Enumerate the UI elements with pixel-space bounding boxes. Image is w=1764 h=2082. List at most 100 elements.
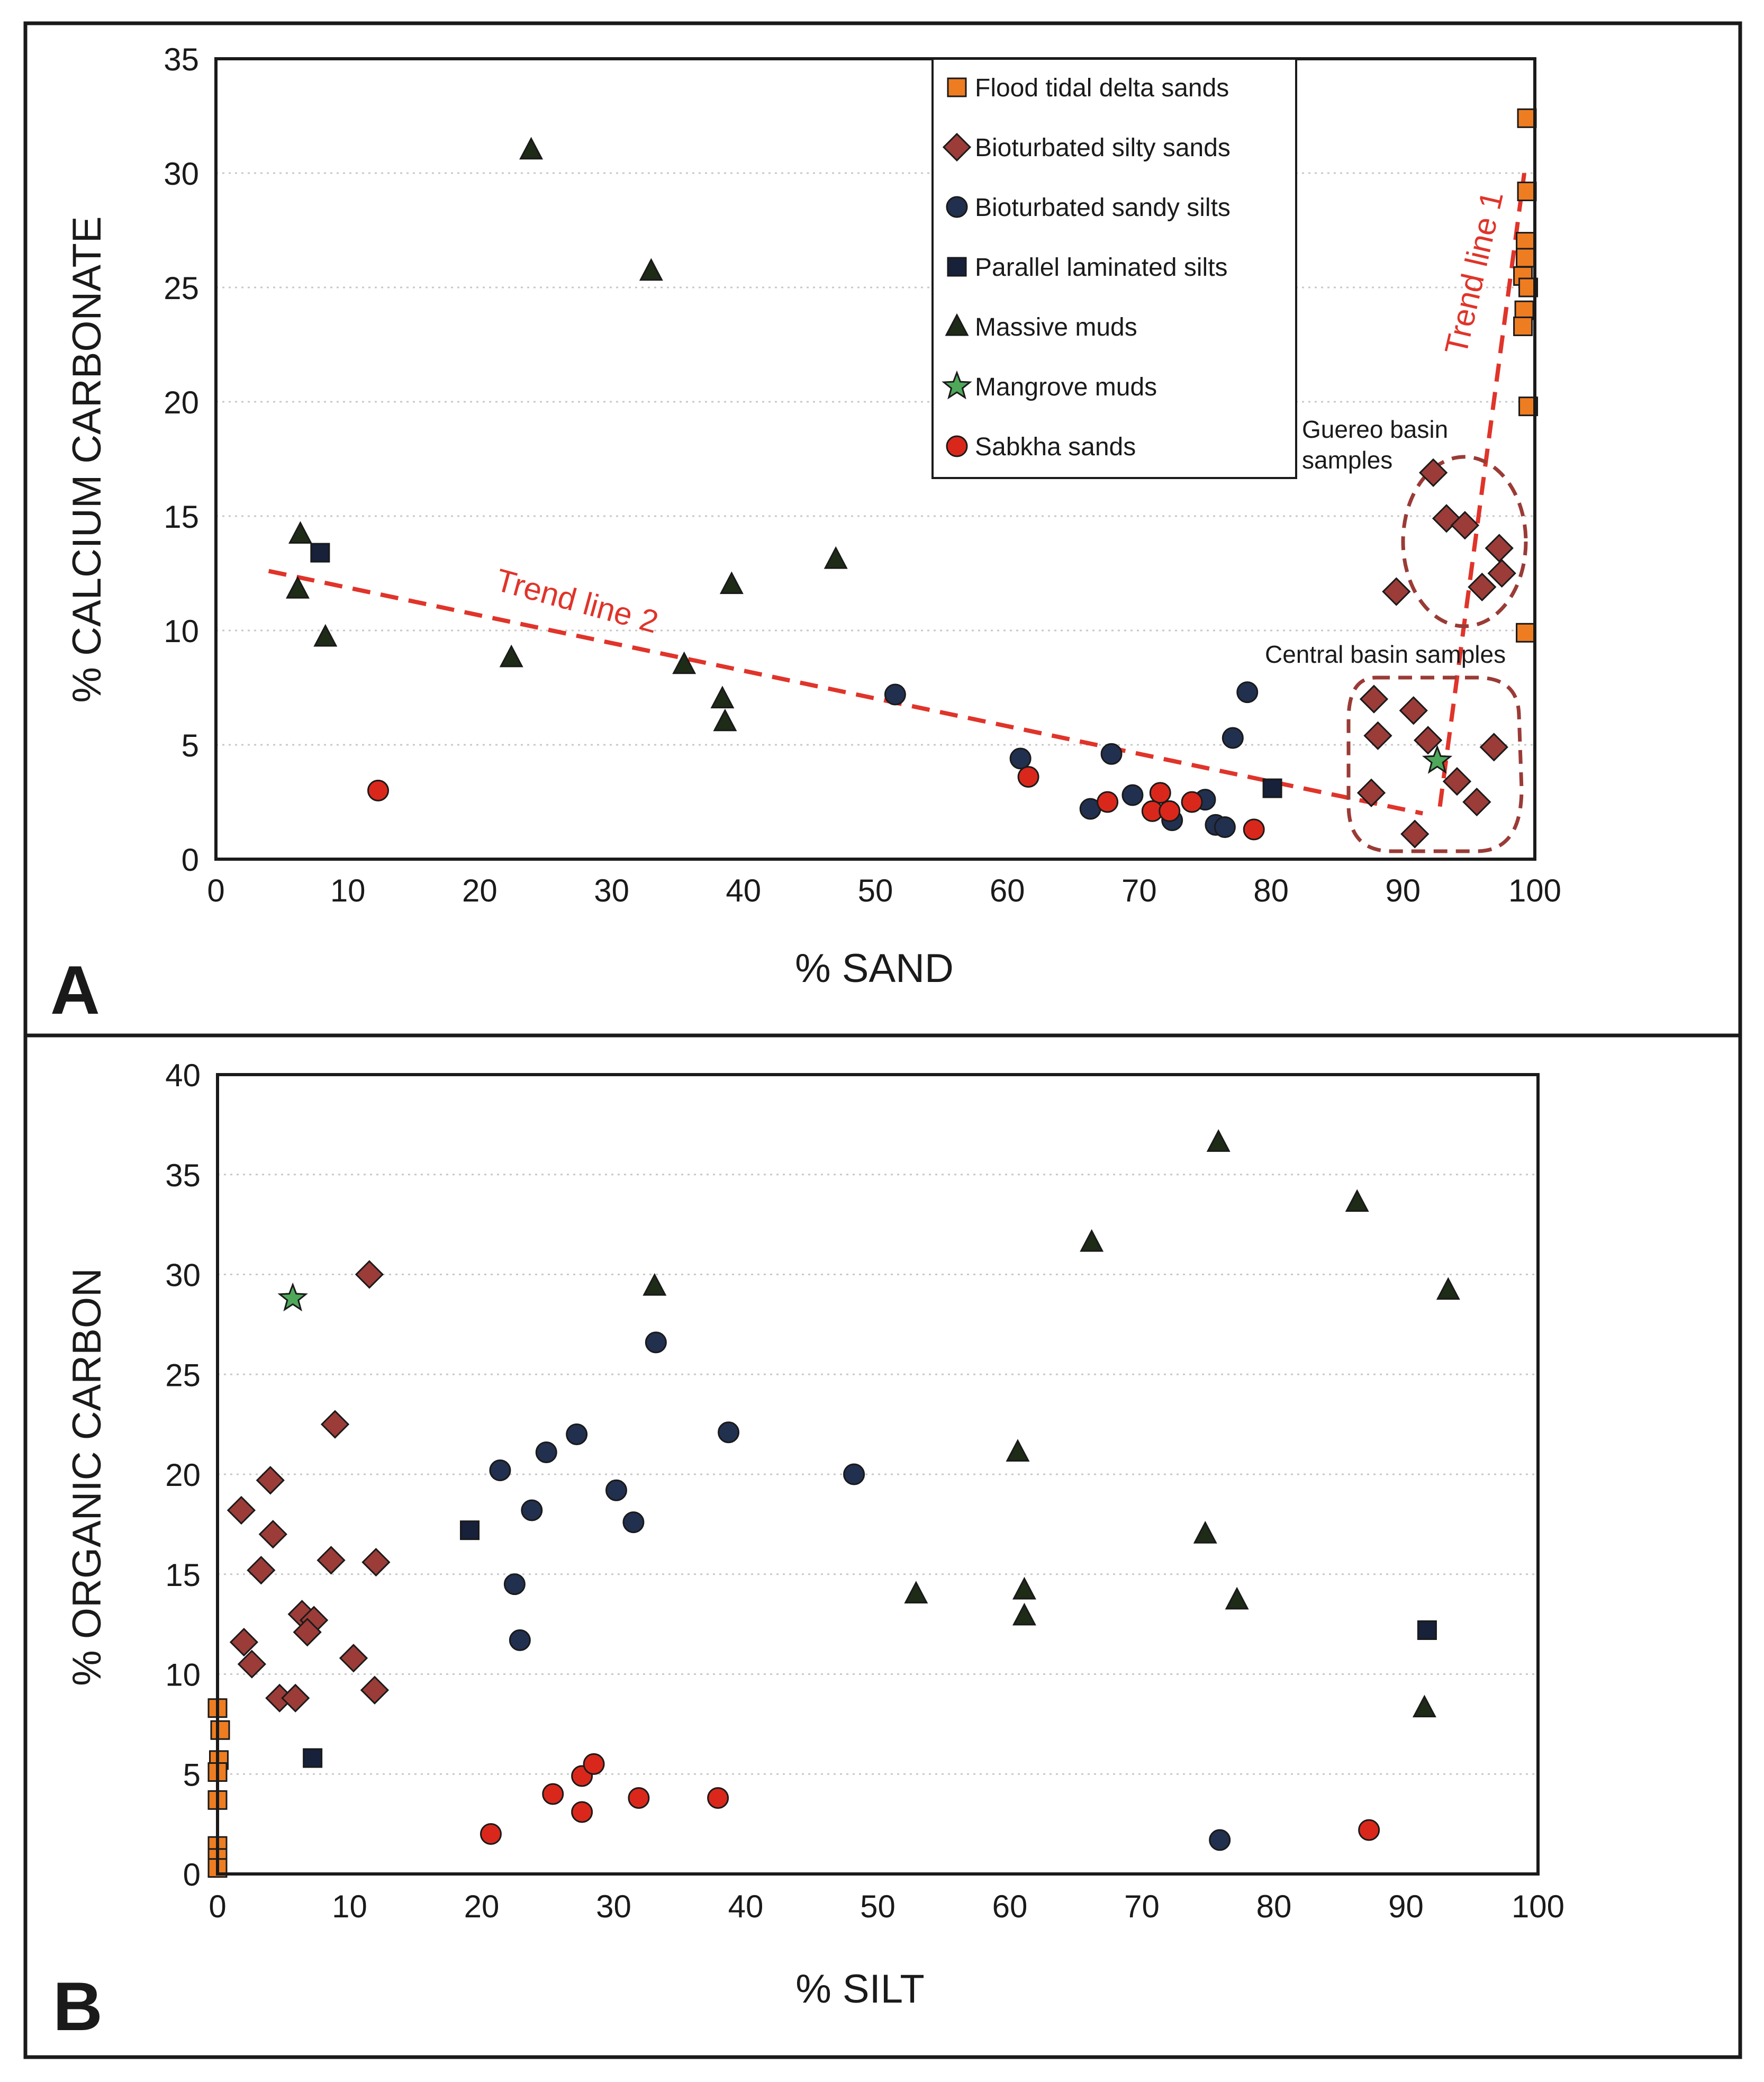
bioturbated-silty-point <box>1450 511 1480 540</box>
bioturbated-sandy-point <box>884 683 906 706</box>
y-tick-label: 35 <box>165 1158 201 1193</box>
x-tick-label: 70 <box>1124 1889 1160 1924</box>
flood-point <box>1516 623 1536 643</box>
y-tick-label: 35 <box>164 42 199 77</box>
massive-point <box>719 571 744 594</box>
x-tick-label: 40 <box>726 873 761 908</box>
panel-b-y-axis-label: % ORGANIC CARBON <box>65 1268 110 1686</box>
bioturbated-silty-point <box>258 1520 287 1549</box>
bioturbated-sandy-point <box>718 1421 740 1444</box>
panel-a-markers <box>286 108 1539 849</box>
x-tick-label: 100 <box>1512 1889 1564 1924</box>
bioturbated-silty-point <box>247 1556 276 1585</box>
bioturbated-silty-point <box>229 1627 259 1657</box>
sabkha-point <box>1017 765 1039 788</box>
sabkha-point <box>1358 1819 1380 1841</box>
panel-a-sample-groups <box>1346 455 1528 853</box>
massive-point <box>643 1273 667 1296</box>
bioturbated-silty-point <box>1359 684 1389 714</box>
guereo-basin-outline <box>1401 455 1528 628</box>
massive-point <box>639 258 663 281</box>
panel-b-markers <box>207 1129 1460 1878</box>
panel-a-trend-lines <box>268 173 1527 816</box>
massive-point <box>1193 1521 1217 1544</box>
parallel-point <box>310 543 330 563</box>
bioturbated-silty-point <box>293 1618 322 1647</box>
trend-line-1 <box>1437 173 1527 807</box>
massive-point <box>286 576 310 599</box>
x-tick-label: 80 <box>1253 873 1289 908</box>
central-basin-label: Central basin samples <box>1265 641 1506 668</box>
flood-point <box>1516 248 1536 268</box>
y-tick-label: 5 <box>183 1757 201 1792</box>
bioturbated-sandy-point <box>503 1573 526 1596</box>
panel-a-label: A <box>50 951 100 1029</box>
massive-point <box>904 1581 928 1603</box>
bioturbated-sandy-point <box>1214 816 1236 839</box>
massive-point <box>1012 1602 1036 1626</box>
bioturbated-silty-point <box>227 1495 256 1525</box>
panel-a-x-axis-label: % SAND <box>795 946 954 991</box>
diamond-icon <box>942 132 972 162</box>
parallel-point <box>303 1748 323 1768</box>
bioturbated-sandy-point <box>521 1499 543 1521</box>
x-tick-label: 30 <box>596 1889 631 1924</box>
guereo-basin-label: Guereo basin <box>1302 416 1448 443</box>
massive-point <box>713 708 737 732</box>
bioturbated-sandy-point <box>1100 743 1123 765</box>
y-tick-label: 20 <box>165 1457 201 1493</box>
bioturbated-silty-point <box>355 1260 384 1289</box>
massive-point <box>288 521 312 544</box>
panel-b-gridlines <box>218 1174 1538 1775</box>
sabkha-point <box>542 1783 564 1805</box>
y-tick-label: 30 <box>164 156 199 192</box>
y-tick-label: 0 <box>183 1857 201 1892</box>
bioturbated-sandy-point <box>645 1331 667 1354</box>
sabkha-point <box>367 779 390 801</box>
circle-icon <box>946 435 968 457</box>
y-tick-label: 0 <box>182 842 199 878</box>
x-tick-label: 10 <box>332 1889 367 1924</box>
mangrove-point <box>1422 744 1453 774</box>
legend-label: Massive muds <box>975 313 1137 341</box>
bioturbated-sandy-point <box>1222 727 1244 749</box>
y-tick-label: 5 <box>182 728 199 763</box>
panel-b-plot-area <box>216 1073 1540 1876</box>
bioturbated-silty-point <box>1382 577 1411 606</box>
square-icon <box>947 257 967 277</box>
x-tick-label: 90 <box>1388 1889 1424 1924</box>
panel-b: 0 5 10 15 20 25 30 35 40 0 10 20 30 40 50 60 70 80 90 100 %… <box>53 1058 1564 2045</box>
bioturbated-sandy-point <box>843 1463 865 1485</box>
flood-point <box>210 1720 230 1740</box>
bioturbated-silty-point <box>1399 696 1428 725</box>
bioturbated-silty-point <box>1462 787 1491 817</box>
sabkha-point <box>1097 791 1119 813</box>
panel-b-x-axis-label: % SILT <box>795 1967 925 2012</box>
bioturbated-sandy-point <box>489 1459 511 1481</box>
legend-label: Mangrove muds <box>975 373 1157 401</box>
parallel-point <box>1417 1620 1437 1640</box>
bioturbated-silty-point <box>256 1466 285 1495</box>
panel-b-tick-labels: 0 5 10 15 20 25 30 35 40 0 10 20 30 40 50 60 70 80 90 100 <box>165 1058 1564 1924</box>
panel-a: 0 5 10 15 20 25 30 35 0 10 20 30 40 50 60 70 80 90 100 Flo… <box>50 42 1561 1029</box>
massive-point <box>519 137 544 160</box>
bioturbated-silty-point <box>1442 767 1472 796</box>
bioturbated-silty-point <box>316 1546 346 1575</box>
trend-line-2-label: Trend line 2 <box>492 562 662 640</box>
sabkha-point <box>628 1787 650 1809</box>
bioturbated-sandy-point <box>1121 784 1144 806</box>
x-tick-label: 40 <box>728 1889 764 1924</box>
massive-point <box>1080 1229 1104 1252</box>
bioturbated-silty-point <box>1400 819 1430 849</box>
sabkha-point <box>480 1823 502 1845</box>
bioturbated-sandy-point <box>566 1423 588 1445</box>
massive-point <box>672 651 696 674</box>
legend: Flood tidal delta sands Bioturbated silty… <box>931 58 1297 479</box>
legend-label: Bioturbated sandy silts <box>975 194 1231 222</box>
y-tick-label: 20 <box>164 385 199 420</box>
bioturbated-silty-point <box>1363 721 1392 750</box>
bioturbated-sandy-point <box>1009 747 1032 770</box>
flood-point <box>1517 182 1537 202</box>
circle-icon <box>946 196 968 218</box>
